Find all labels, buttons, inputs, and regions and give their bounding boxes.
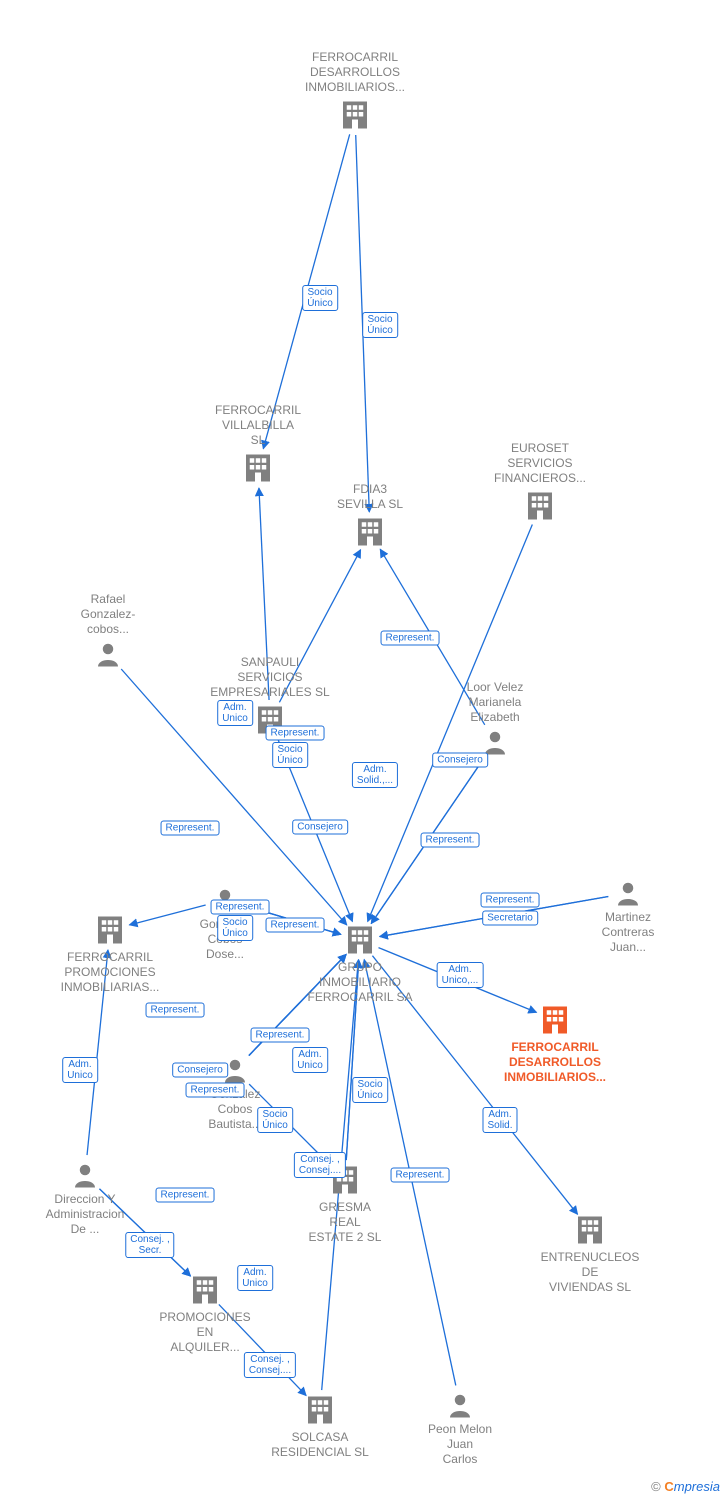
edge-label: Represent. bbox=[186, 1083, 245, 1098]
edge-label: Adm. Unico,... bbox=[437, 962, 484, 988]
building-icon bbox=[61, 912, 160, 948]
edge-label: Represent. bbox=[266, 726, 325, 741]
edge-label: Socio Único bbox=[272, 742, 308, 768]
node-label: FERROCARRIL VILLALBILLA SL bbox=[215, 403, 301, 448]
node-solcasa[interactable]: SOLCASA RESIDENCIAL SL bbox=[271, 1392, 369, 1460]
person-icon bbox=[602, 878, 655, 908]
person-icon bbox=[428, 1390, 492, 1420]
node-entrenucleos[interactable]: ENTRENUCLEOS DE VIVIENDAS SL bbox=[541, 1212, 640, 1295]
edge-label: Consejero bbox=[172, 1063, 228, 1078]
node-euroset[interactable]: EUROSET SERVICIOS FINANCIEROS... bbox=[494, 441, 586, 524]
node-ferro_desarrollos_hl[interactable]: FERROCARRIL DESARROLLOS INMOBILIARIOS... bbox=[504, 1002, 606, 1085]
building-icon bbox=[504, 1002, 606, 1038]
node-label: SOLCASA RESIDENCIAL SL bbox=[271, 1430, 369, 1460]
edge-label: Socio Único bbox=[302, 285, 338, 311]
building-icon bbox=[305, 97, 405, 133]
node-label: Martinez Contreras Juan... bbox=[602, 910, 655, 955]
copyright-symbol: © bbox=[651, 1479, 661, 1494]
person-icon bbox=[81, 639, 136, 669]
edge-label: Socio Único bbox=[362, 312, 398, 338]
node-ferro_villalbilla[interactable]: FERROCARRIL VILLALBILLA SL bbox=[215, 403, 301, 486]
edge-label: Socio Único bbox=[352, 1077, 388, 1103]
building-icon bbox=[494, 488, 586, 524]
edge-label: Consej. , Consej.... bbox=[244, 1352, 296, 1378]
node-label: Peon Melon Juan Carlos bbox=[428, 1422, 492, 1467]
node-direccion[interactable]: Direccion Y Administracion De ... bbox=[46, 1160, 125, 1237]
node-label: FERROCARRIL PROMOCIONES INMOBILIARIAS... bbox=[61, 950, 160, 995]
edge-label: Adm. Unico bbox=[292, 1047, 328, 1073]
edge-label: Consejero bbox=[292, 820, 348, 835]
node-fdia3_sevilla[interactable]: FDIA3 SEVILLA SL bbox=[337, 482, 403, 550]
building-icon bbox=[215, 450, 301, 486]
brand-c: C bbox=[664, 1479, 673, 1494]
node-martinez[interactable]: Martinez Contreras Juan... bbox=[602, 878, 655, 955]
node-loor_velez[interactable]: Loor Velez Marianela Elizabeth bbox=[467, 680, 524, 757]
edge-label: Represent. bbox=[481, 893, 540, 908]
edge-label: Socio Único bbox=[257, 1107, 293, 1133]
edge-label: Represent. bbox=[146, 1003, 205, 1018]
edge-label: Consejero bbox=[432, 753, 488, 768]
node-label: Loor Velez Marianela Elizabeth bbox=[467, 680, 524, 725]
building-icon bbox=[271, 1392, 369, 1428]
edge-label: Represent. bbox=[381, 631, 440, 646]
edge-label: Represent. bbox=[211, 900, 270, 915]
person-icon bbox=[46, 1160, 125, 1190]
edge-label: Adm. Solid.,... bbox=[352, 762, 398, 788]
edge-label: Secretario bbox=[482, 911, 538, 926]
edge-label: Adm. Unico bbox=[217, 700, 253, 726]
node-label: FERROCARRIL DESARROLLOS INMOBILIARIOS... bbox=[504, 1040, 606, 1085]
node-rafael[interactable]: Rafael Gonzalez- cobos... bbox=[81, 592, 136, 669]
node-ferro_promociones[interactable]: FERROCARRIL PROMOCIONES INMOBILIARIAS... bbox=[61, 912, 160, 995]
node-grupo[interactable]: GRUPO INMOBILIARIO FERROCARRIL SA bbox=[308, 922, 413, 1005]
building-icon bbox=[337, 514, 403, 550]
node-peon_melon[interactable]: Peon Melon Juan Carlos bbox=[428, 1390, 492, 1467]
watermark: © Cmpresia bbox=[651, 1479, 720, 1494]
edge-label: Represent. bbox=[156, 1188, 215, 1203]
node-label: EUROSET SERVICIOS FINANCIEROS... bbox=[494, 441, 586, 486]
node-ferro_desarrollos_top[interactable]: FERROCARRIL DESARROLLOS INMOBILIARIOS... bbox=[305, 50, 405, 133]
edge-label: Consej. , Secr. bbox=[125, 1232, 174, 1258]
node-label: FERROCARRIL DESARROLLOS INMOBILIARIOS... bbox=[305, 50, 405, 95]
node-label: SANPAULI SERVICIOS EMPRESARIALES SL bbox=[210, 655, 329, 700]
edge-label: Represent. bbox=[391, 1168, 450, 1183]
node-label: Rafael Gonzalez- cobos... bbox=[81, 592, 136, 637]
node-label: GRESMA REAL ESTATE 2 SL bbox=[309, 1200, 382, 1245]
building-icon bbox=[541, 1212, 640, 1248]
edge-label: Represent. bbox=[266, 918, 325, 933]
node-label: Direccion Y Administracion De ... bbox=[46, 1192, 125, 1237]
brand-rest: mpresia bbox=[674, 1479, 720, 1494]
edge-label: Adm. Solid. bbox=[482, 1107, 517, 1133]
edge-label: Represent. bbox=[421, 833, 480, 848]
edge-label: Adm. Unico bbox=[237, 1265, 273, 1291]
edge-label: Represent. bbox=[251, 1028, 310, 1043]
node-label: FDIA3 SEVILLA SL bbox=[337, 482, 403, 512]
node-label: PROMOCIONES EN ALQUILER... bbox=[159, 1310, 250, 1355]
node-label: ENTRENUCLEOS DE VIVIENDAS SL bbox=[541, 1250, 640, 1295]
edge-label: Represent. bbox=[161, 821, 220, 836]
node-label: GRUPO INMOBILIARIO FERROCARRIL SA bbox=[308, 960, 413, 1005]
edge-label: Adm. Unico bbox=[62, 1057, 98, 1083]
edge-label: Socio Único bbox=[217, 915, 253, 941]
edge-label: Consej. , Consej.... bbox=[294, 1152, 346, 1178]
